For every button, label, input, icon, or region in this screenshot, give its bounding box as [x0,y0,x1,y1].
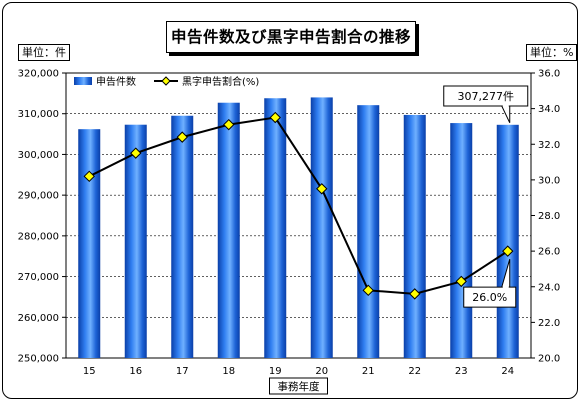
bar-23 [450,123,473,358]
left-tick-label: 290,000 [18,191,59,202]
legend-line-marker [161,76,171,86]
right-tick-label: 26.0 [538,247,560,258]
line-series [83,111,514,300]
right-tick-label: 28.0 [538,211,560,222]
x-tick-label: 24 [501,366,514,377]
right-tick-label: 32.0 [538,140,560,151]
axes: 250,000 260,000 270,000 280,000 290,000 300,0… [18,69,560,395]
x-tick-label: 20 [315,366,328,377]
bar-19 [264,98,287,358]
annotations: 307,277件 26.0% [443,85,529,308]
right-tick-label: 22.0 [538,318,560,329]
bar-16 [124,124,147,358]
point-16 [130,147,142,159]
point-20 [316,183,328,195]
left-tick-label: 270,000 [18,272,59,283]
x-tick-label: 22 [408,366,421,377]
x-tick-label: 23 [455,366,468,377]
right-tick-label: 20.0 [538,354,560,365]
x-axis-label: 事務年度 [278,380,320,393]
legend-line-label: 黒字申告割合(%) [182,75,259,88]
point-19 [269,111,281,124]
left-axis-unit: 単位：件 [18,44,70,61]
bar-15 [78,129,101,358]
legend-bar-swatch [74,77,92,85]
bar-21 [357,105,380,359]
point-15 [83,170,95,183]
legend-bar-label: 申告件数 [96,75,136,88]
callout-text: 26.0% [472,291,507,304]
left-tick-label: 260,000 [18,313,59,324]
bar-24 [496,124,519,359]
bar-17 [171,115,194,358]
point-21 [362,284,374,297]
point-22 [409,288,421,300]
left-tick-label: 280,000 [18,231,59,242]
x-tick-label: 17 [176,366,189,377]
x-tick-label: 21 [362,366,375,377]
bar-20 [310,97,333,358]
profit-ratio-line [88,116,509,295]
left-tick-label: 250,000 [18,354,59,365]
bar-18 [217,102,240,358]
x-tick-label: 19 [269,366,282,377]
x-tick-label: 18 [222,366,235,377]
callout-box [463,286,517,308]
left-tick-label: 310,000 [18,109,59,120]
x-tick-label: 16 [129,366,142,377]
x-tick-label: 15 [83,366,96,377]
bar-series [78,97,519,359]
left-tick-label: 320,000 [18,69,59,80]
legend: 申告件数 黒字申告割合(%) [74,75,259,88]
right-tick-label: 30.0 [538,175,560,186]
chart-title: 申告件数及び黒字申告割合の推移 [166,21,416,53]
point-23 [455,275,467,288]
x-axis-label-box [269,377,328,395]
point-24 [502,245,514,257]
left-tick-label: 300,000 [18,150,59,161]
point-17 [176,131,188,143]
right-axis-unit: 単位：% [526,44,578,61]
bar-22 [403,114,426,358]
callout-box [443,85,529,107]
right-tick-label: 24.0 [538,282,560,293]
right-tick-label: 36.0 [538,69,560,80]
callout-text: 307,277件 [458,90,515,103]
point-18 [223,118,235,131]
right-tick-label: 34.0 [538,104,560,115]
